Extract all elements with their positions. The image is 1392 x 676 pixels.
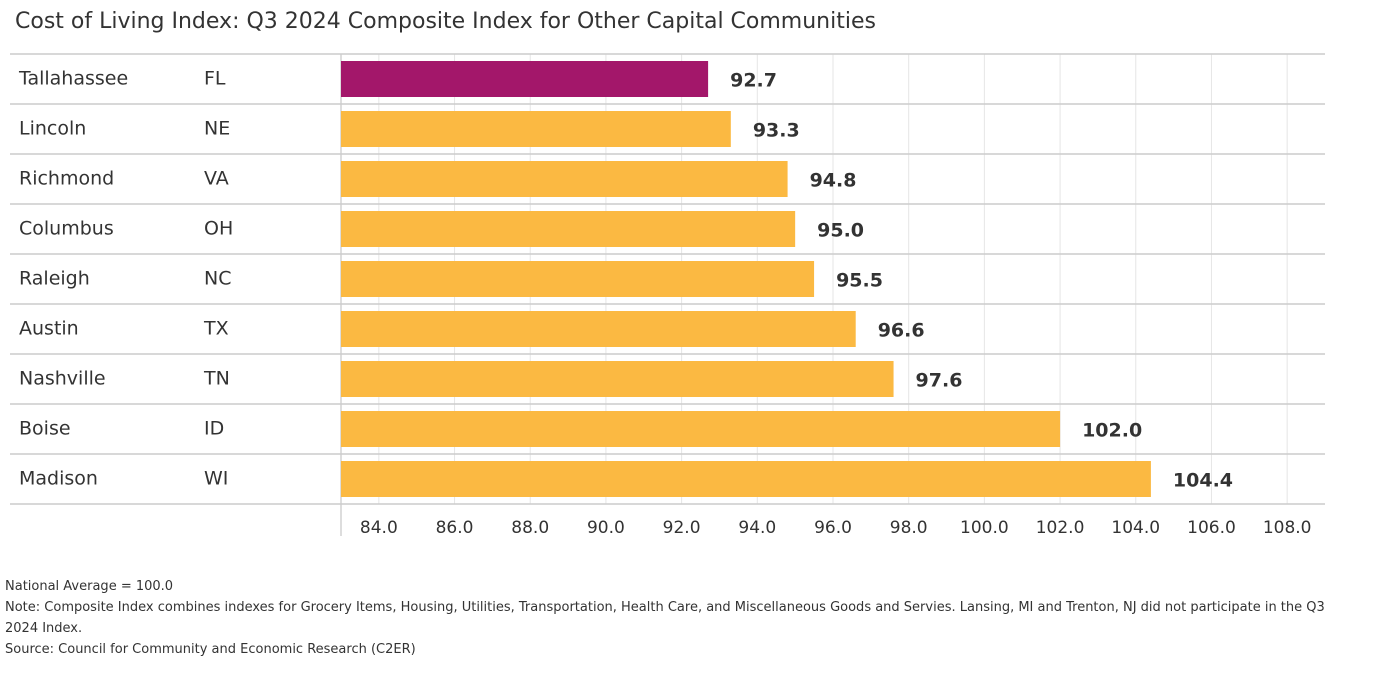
city-label: Columbus <box>19 218 114 240</box>
note: Source: Council for Community and Econom… <box>5 642 416 657</box>
city-label: Lincoln <box>19 118 86 140</box>
state-label: OH <box>204 218 233 240</box>
bar <box>341 311 856 347</box>
note: Note: Composite Index combines indexes f… <box>5 600 1325 636</box>
city-label: Nashville <box>19 368 106 390</box>
state-label: TX <box>203 318 229 340</box>
x-tick-label: 100.0 <box>960 518 1009 538</box>
state-label: NC <box>204 268 231 290</box>
value-label: 104.4 <box>1173 470 1233 492</box>
value-label: 95.0 <box>817 220 864 242</box>
city-label: Tallahassee <box>18 68 128 90</box>
city-label: Richmond <box>19 168 114 190</box>
value-label: 97.6 <box>916 370 963 392</box>
x-tick-label: 96.0 <box>814 518 852 538</box>
x-tick-label: 106.0 <box>1187 518 1236 538</box>
state-label: TN <box>203 368 230 390</box>
chart: Cost of Living Index: Q3 2024 Composite … <box>10 9 1325 538</box>
x-tick-label: 102.0 <box>1036 518 1085 538</box>
x-tick-label: 104.0 <box>1111 518 1160 538</box>
value-label: 94.8 <box>810 170 857 192</box>
city-label: Austin <box>19 318 79 340</box>
x-tick-label: 88.0 <box>511 518 549 538</box>
state-label: ID <box>204 418 224 440</box>
value-label: 92.7 <box>730 70 777 92</box>
value-label: 102.0 <box>1082 420 1142 442</box>
x-tick-label: 92.0 <box>663 518 701 538</box>
value-label: 95.5 <box>836 270 883 292</box>
notes: National Average = 100.0 Note: Composite … <box>5 576 1330 660</box>
state-label: NE <box>204 118 230 140</box>
bar <box>341 111 731 147</box>
bar <box>341 161 788 197</box>
x-tick-label: 94.0 <box>738 518 776 538</box>
x-tick-label: 98.0 <box>890 518 928 538</box>
city-label: Boise <box>19 418 71 440</box>
note: National Average = 100.0 <box>5 579 174 594</box>
x-tick-label: 108.0 <box>1263 518 1312 538</box>
state-label: WI <box>204 468 228 490</box>
bar <box>341 211 796 247</box>
bar <box>341 261 815 297</box>
state-label: VA <box>204 168 229 190</box>
x-tick-label: 90.0 <box>587 518 625 538</box>
bar <box>341 361 894 397</box>
chart-title: Cost of Living Index: Q3 2024 Composite … <box>15 9 876 34</box>
state-label: FL <box>204 68 226 90</box>
city-label: Raleigh <box>19 268 90 290</box>
value-label: 96.6 <box>878 320 925 342</box>
bar <box>341 61 709 97</box>
x-tick-label: 84.0 <box>360 518 398 538</box>
value-label: 93.3 <box>753 120 800 142</box>
bar <box>341 461 1151 497</box>
bar <box>341 411 1061 447</box>
city-label: Madison <box>19 468 98 490</box>
x-tick-label: 86.0 <box>436 518 474 538</box>
